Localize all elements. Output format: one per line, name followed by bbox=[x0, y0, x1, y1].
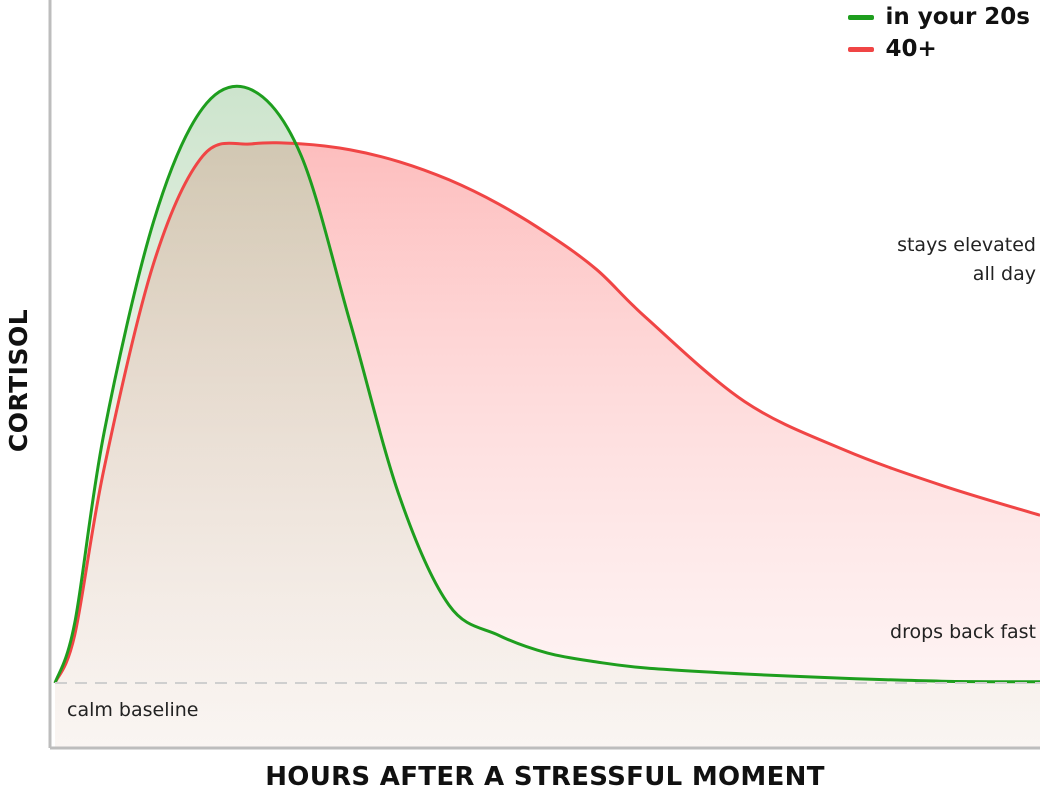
legend-label-40plus: 40+ bbox=[885, 36, 937, 62]
legend-item-40plus: 40+ bbox=[847, 34, 1030, 64]
baseline-label: calm baseline bbox=[67, 699, 199, 721]
annotation-stays-elevated: stays elevated all day bbox=[897, 231, 1036, 289]
line-20s bbox=[53, 84, 1040, 684]
legend-label-20s: in your 20s bbox=[885, 4, 1030, 30]
legend-swatch-40plus bbox=[847, 46, 874, 52]
y-axis-label-wrap: CORTISOL bbox=[4, 300, 34, 460]
legend-swatch-20s bbox=[847, 14, 874, 20]
line-40plus bbox=[53, 141, 1040, 684]
legend-item-20s: in your 20s bbox=[847, 2, 1030, 32]
annotation-stays-elevated-line1: stays elevated bbox=[897, 234, 1036, 256]
area-20s bbox=[55, 86, 1040, 748]
annotation-drops-back-fast: drops back fast bbox=[890, 621, 1036, 643]
x-axis-label: HOURS AFTER A STRESSFUL MOMENT bbox=[265, 762, 825, 792]
annotation-stays-elevated-line2: all day bbox=[972, 263, 1036, 285]
legend: in your 20s 40+ bbox=[847, 2, 1030, 66]
y-axis-label: CORTISOL bbox=[4, 308, 34, 452]
